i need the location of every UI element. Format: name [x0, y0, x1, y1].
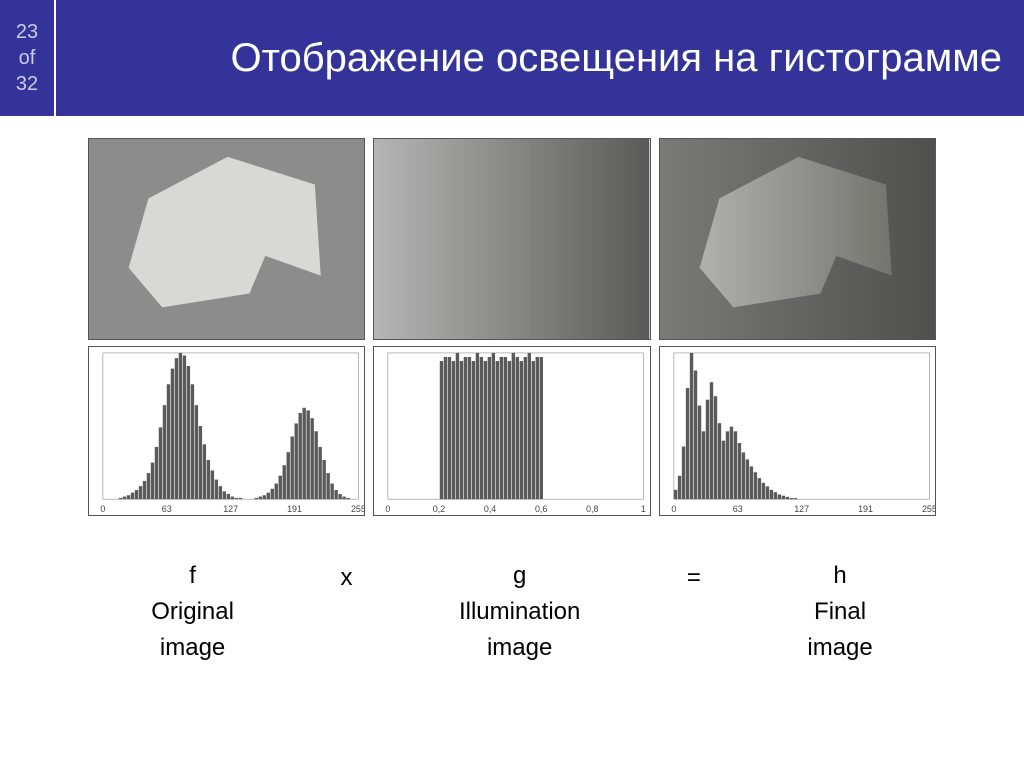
image-row: [88, 138, 936, 340]
svg-text:0,6: 0,6: [535, 504, 547, 514]
svg-text:1: 1: [641, 504, 646, 514]
svg-text:255: 255: [351, 504, 364, 514]
page-total: 32: [16, 71, 38, 97]
eq-h-col: h Finalimage: [807, 558, 872, 666]
page-counter: 23 of 32: [0, 0, 56, 118]
svg-text:0: 0: [100, 504, 105, 514]
eq-times: x: [340, 558, 352, 596]
svg-text:0: 0: [386, 504, 391, 514]
svg-text:0,4: 0,4: [484, 504, 496, 514]
svg-text:63: 63: [162, 504, 172, 514]
label-illumination: Illuminationimage: [459, 594, 580, 666]
label-final: Finalimage: [807, 594, 872, 666]
illumination-image: [373, 138, 650, 340]
page-current: 23: [16, 19, 38, 45]
slide-header: 23 of 32 Отображение освещения на гистог…: [0, 0, 1024, 118]
slide-title: Отображение освещения на гистограмме: [56, 0, 1024, 118]
svg-text:191: 191: [858, 504, 873, 514]
histogram-original: 0 63 127 191 255: [88, 346, 365, 516]
histogram-row: 0 63 127 191 255 0 0,2 0,4 0,6 0,8 1 0 63 127 191 255: [88, 340, 936, 516]
svg-text:127: 127: [794, 504, 809, 514]
svg-text:191: 191: [287, 504, 302, 514]
svg-text:255: 255: [922, 504, 935, 514]
original-image: [88, 138, 365, 340]
equation-row: f Originalimage x g Illuminationimage = …: [88, 558, 936, 666]
eq-h: h: [807, 558, 872, 594]
eq-equals: =: [687, 558, 701, 596]
svg-text:0,2: 0,2: [433, 504, 445, 514]
slide-content: 0 63 127 191 255 0 0,2 0,4 0,6 0,8 1 0 63 127 191 255…: [0, 118, 1024, 666]
eq-f: f: [151, 558, 234, 594]
page-of: of: [19, 45, 36, 71]
eq-g-col: g Illuminationimage: [459, 558, 580, 666]
svg-text:0: 0: [671, 504, 676, 514]
histogram-final: 0 63 127 191 255: [659, 346, 936, 516]
svg-text:127: 127: [223, 504, 238, 514]
svg-text:0,8: 0,8: [586, 504, 598, 514]
final-image: [659, 138, 936, 340]
eq-g: g: [459, 558, 580, 594]
label-original: Originalimage: [151, 594, 234, 666]
histogram-illumination: 0 0,2 0,4 0,6 0,8 1: [373, 346, 650, 516]
svg-text:63: 63: [732, 504, 742, 514]
eq-f-col: f Originalimage: [151, 558, 234, 666]
